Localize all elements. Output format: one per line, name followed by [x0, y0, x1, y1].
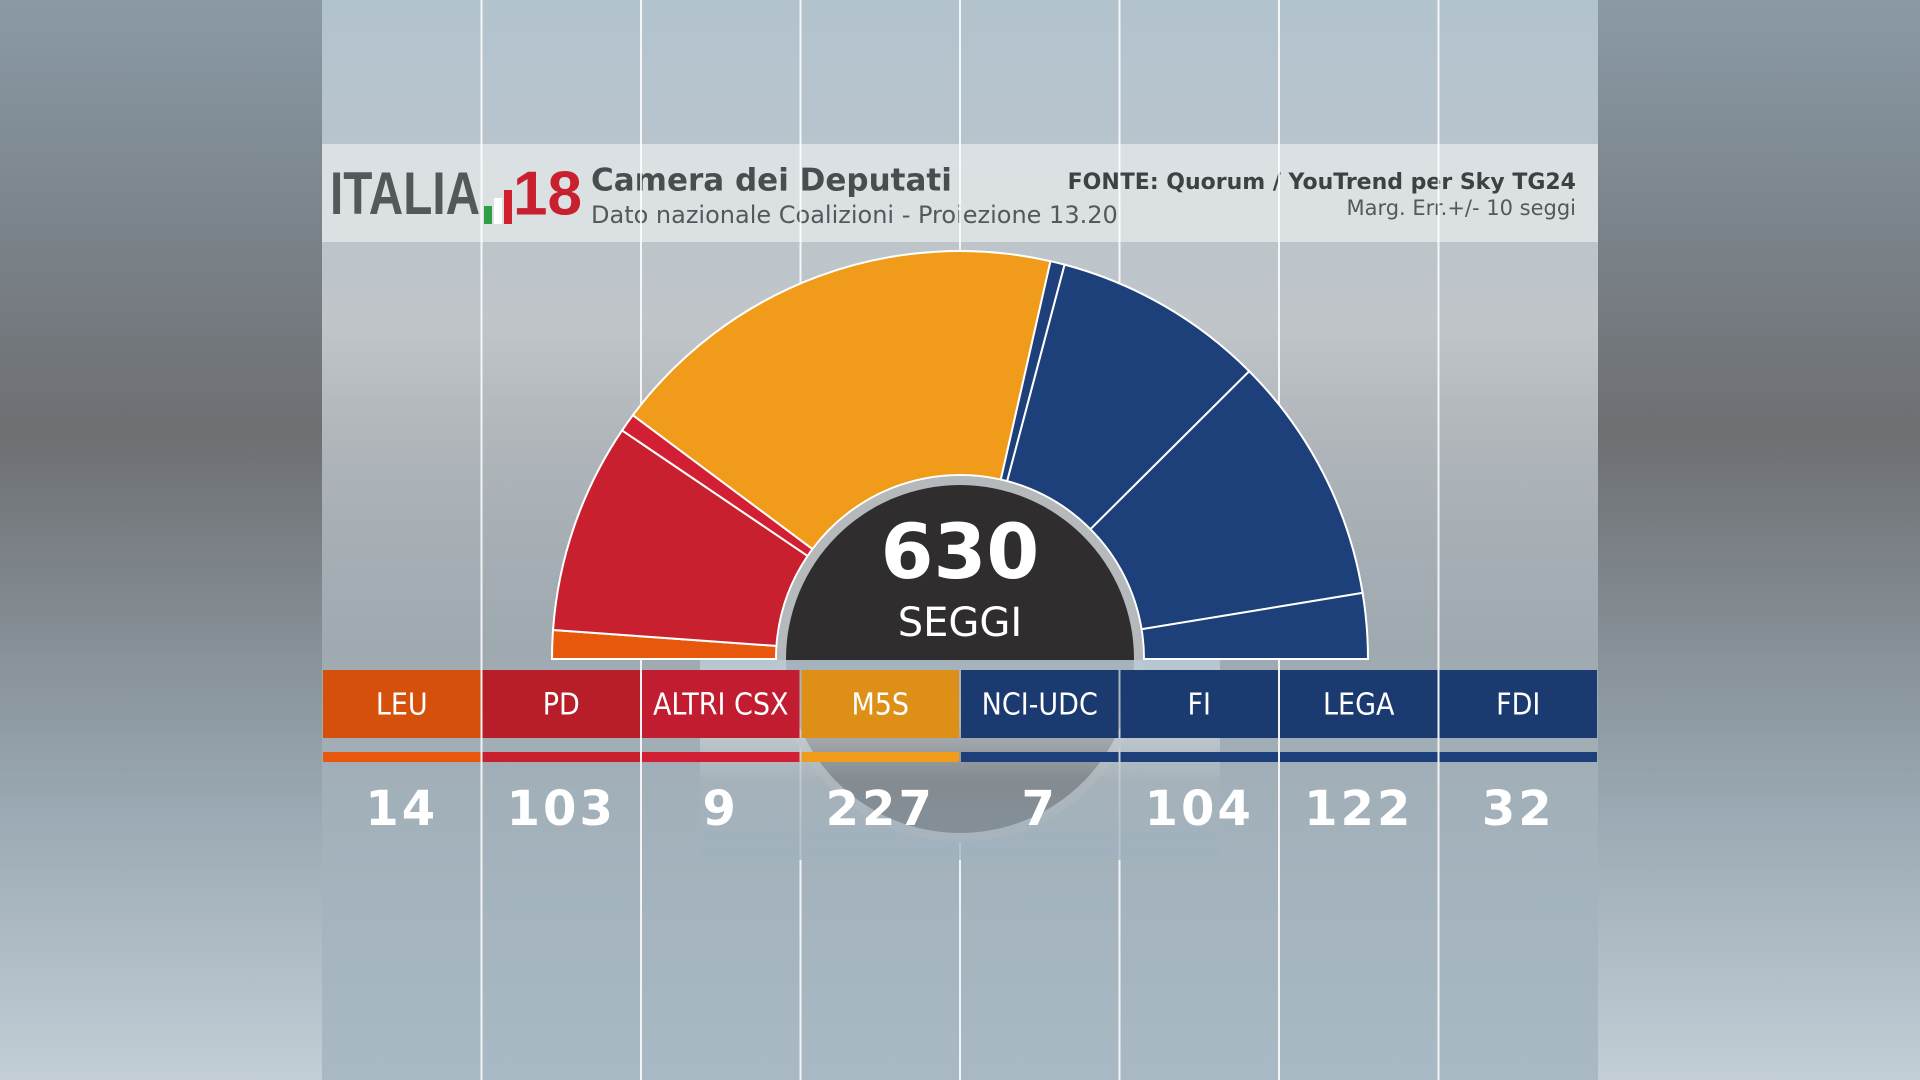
- color-strip: [1280, 752, 1438, 762]
- seat-segment: [1089, 369, 1364, 631]
- party-label: ALTRI CSX: [653, 688, 789, 723]
- color-strip: [801, 752, 959, 762]
- party-label: NCI-UDC: [982, 688, 1098, 723]
- party-seats: 227: [826, 781, 935, 837]
- party-header: [961, 670, 1119, 738]
- party-header: [1439, 670, 1597, 738]
- color-strip: [1120, 752, 1278, 762]
- color-strip: [961, 752, 1119, 762]
- party-header: [642, 670, 800, 738]
- party-label: M5S: [851, 688, 909, 723]
- party-seats: 104: [1145, 781, 1254, 837]
- party-header-shade: [1120, 670, 1278, 738]
- party-label: FDI: [1496, 688, 1540, 723]
- party-header: [1120, 670, 1278, 738]
- party-label: LEU: [376, 688, 428, 723]
- color-strip: [482, 752, 640, 762]
- seat-segment: [1140, 591, 1370, 660]
- logo-year: 18: [513, 159, 582, 228]
- party-label: PD: [543, 688, 580, 723]
- party-seats: 32: [1482, 781, 1555, 837]
- seat-segment: [631, 250, 1052, 551]
- party-header-shade: [801, 670, 959, 738]
- party-label: FI: [1188, 688, 1211, 723]
- party-header: [801, 670, 959, 738]
- party-table: LEU 14 PD 103 ALTRI CSX 9 M5S 227 NCI-UDC 7 FI 104 L…: [323, 670, 1597, 837]
- color-strip: [1439, 752, 1597, 762]
- color-strip: [642, 752, 800, 762]
- logo-text: ITALIA: [330, 160, 480, 227]
- parliament-arc: [550, 250, 1370, 660]
- chart-title: Camera dei Deputati: [591, 163, 952, 199]
- flag-red: [504, 190, 512, 224]
- party-seats: 9: [703, 781, 739, 837]
- party-header-shade: [961, 670, 1119, 738]
- party-seats: 122: [1304, 781, 1413, 837]
- party-header-shade: [1280, 670, 1438, 738]
- color-strip: [323, 752, 481, 762]
- flag-green: [484, 206, 492, 224]
- total-label: SEGGI: [898, 600, 1022, 646]
- party-label: LEGA: [1323, 688, 1395, 723]
- party-seats: 103: [507, 781, 616, 837]
- party-header-shade: [1439, 670, 1597, 738]
- total: 630: [881, 507, 1040, 596]
- party-header-shade: [642, 670, 800, 738]
- party-header: [323, 670, 481, 738]
- note: Marg. Err.+/- 10 seggi: [1346, 196, 1576, 220]
- party-seats: 14: [365, 781, 438, 837]
- party-header-shade: [323, 670, 481, 738]
- party-header: [482, 670, 640, 738]
- chart-subtitle: Dato nazionale Coalizioni - Proiezione 1…: [591, 201, 1118, 229]
- source: FONTE: Quorum / YouTrend per Sky TG24: [1068, 170, 1576, 195]
- party-header: [1280, 670, 1438, 738]
- party-header-shade: [482, 670, 640, 738]
- party-seats: 7: [1022, 781, 1058, 837]
- logo: ITALIA 18: [330, 159, 582, 228]
- flag-white: [494, 198, 502, 224]
